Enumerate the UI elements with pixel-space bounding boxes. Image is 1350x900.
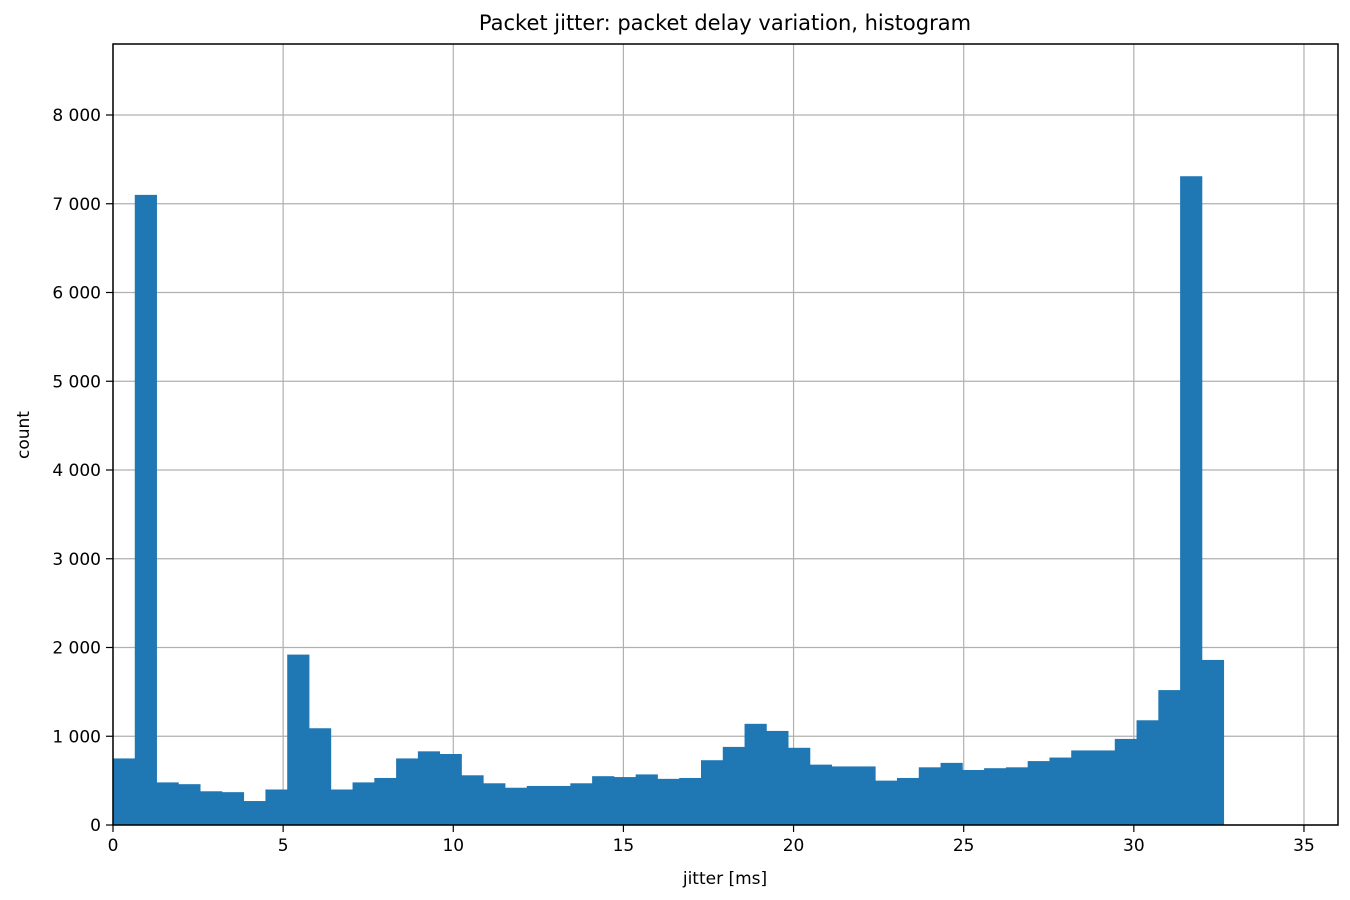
histogram-bar: [788, 747, 811, 825]
histogram-bar: [613, 777, 637, 825]
histogram-bar: [1158, 690, 1181, 825]
chart-title: Packet jitter: packet delay variation, h…: [479, 11, 971, 35]
x-tick-label: 25: [953, 836, 975, 856]
histogram-bar: [113, 758, 136, 825]
y-tick-label: 7 000: [52, 195, 101, 215]
histogram-bar: [396, 758, 419, 825]
histogram-bar: [1093, 750, 1116, 825]
histogram-bar: [134, 194, 157, 825]
histogram-bar: [592, 776, 615, 825]
y-tick-label: 6 000: [52, 284, 101, 304]
histogram-bar: [962, 769, 985, 825]
histogram-bar: [897, 777, 920, 825]
x-tick-label: 35: [1293, 836, 1315, 856]
histogram-bar: [156, 782, 179, 825]
x-tick-label: 30: [1123, 836, 1145, 856]
histogram-bar: [875, 780, 898, 825]
histogram-bar: [287, 654, 310, 825]
histogram-bar: [548, 785, 571, 825]
histogram-bar: [352, 782, 375, 825]
histogram-bar: [526, 785, 549, 825]
histogram-bar: [831, 766, 854, 825]
y-tick-label: 0: [90, 816, 101, 836]
y-axis-label: count: [14, 411, 34, 459]
x-axis-label: jitter [ms]: [682, 869, 767, 889]
y-tick-label: 8 000: [52, 106, 101, 126]
histogram-bar: [853, 766, 876, 825]
histogram-bar: [309, 728, 332, 825]
histogram-bar: [657, 778, 680, 825]
histogram-bar: [809, 764, 833, 825]
histogram-bar: [722, 746, 745, 825]
grid-lines: [112, 44, 1338, 826]
y-tick-label: 5 000: [52, 372, 101, 392]
x-tick-label: 5: [278, 836, 289, 856]
histogram-bar: [1114, 738, 1137, 825]
y-tick-label: 3 000: [52, 550, 101, 570]
histogram-bar: [417, 751, 441, 825]
histogram-bar: [679, 777, 702, 825]
x-axis-ticks: 0 5 10 15 20 25 30 35: [108, 825, 1315, 856]
histogram-bar: [200, 791, 223, 825]
histogram-bar: [1005, 767, 1029, 825]
histogram-bar: [1027, 761, 1050, 825]
histogram-bar: [483, 783, 506, 825]
y-axis-ticks: 0 1 000 2 000 3 000 4 000 5 000 6 000 7 000 8 00…: [52, 106, 113, 836]
histogram-bar: [744, 723, 767, 825]
histogram-bar: [1049, 757, 1072, 825]
histogram-bar: [766, 730, 789, 825]
y-tick-label: 1 000: [52, 727, 101, 747]
histogram-bar: [374, 777, 397, 825]
histogram-bar: [701, 760, 724, 825]
histogram-bar: [984, 768, 1007, 825]
x-tick-label: 15: [613, 836, 635, 856]
histogram-bar: [570, 783, 593, 825]
histogram-bar: [461, 775, 484, 825]
histogram-bar: [243, 801, 266, 825]
histogram-bar: [221, 792, 245, 825]
histogram-bar: [1180, 176, 1203, 826]
histogram-bar: [1201, 659, 1225, 825]
histogram-bar: [918, 767, 941, 825]
histogram-bar: [178, 784, 201, 825]
histogram-bar: [940, 762, 963, 825]
histogram-bar: [1136, 720, 1159, 825]
histogram-bar: [439, 754, 462, 825]
x-tick-label: 20: [783, 836, 805, 856]
histogram-bar: [635, 774, 658, 825]
histogram-bar: [265, 789, 288, 825]
plot-frame: [112, 43, 1339, 826]
histogram-bar: [505, 787, 528, 825]
histogram-bar: [330, 789, 353, 825]
histogram-bars: [113, 176, 1225, 826]
y-tick-label: 2 000: [52, 639, 101, 659]
y-tick-label: 4 000: [52, 461, 101, 481]
histogram-bar: [1071, 750, 1094, 825]
x-tick-label: 10: [442, 836, 464, 856]
x-tick-label: 0: [108, 836, 119, 856]
